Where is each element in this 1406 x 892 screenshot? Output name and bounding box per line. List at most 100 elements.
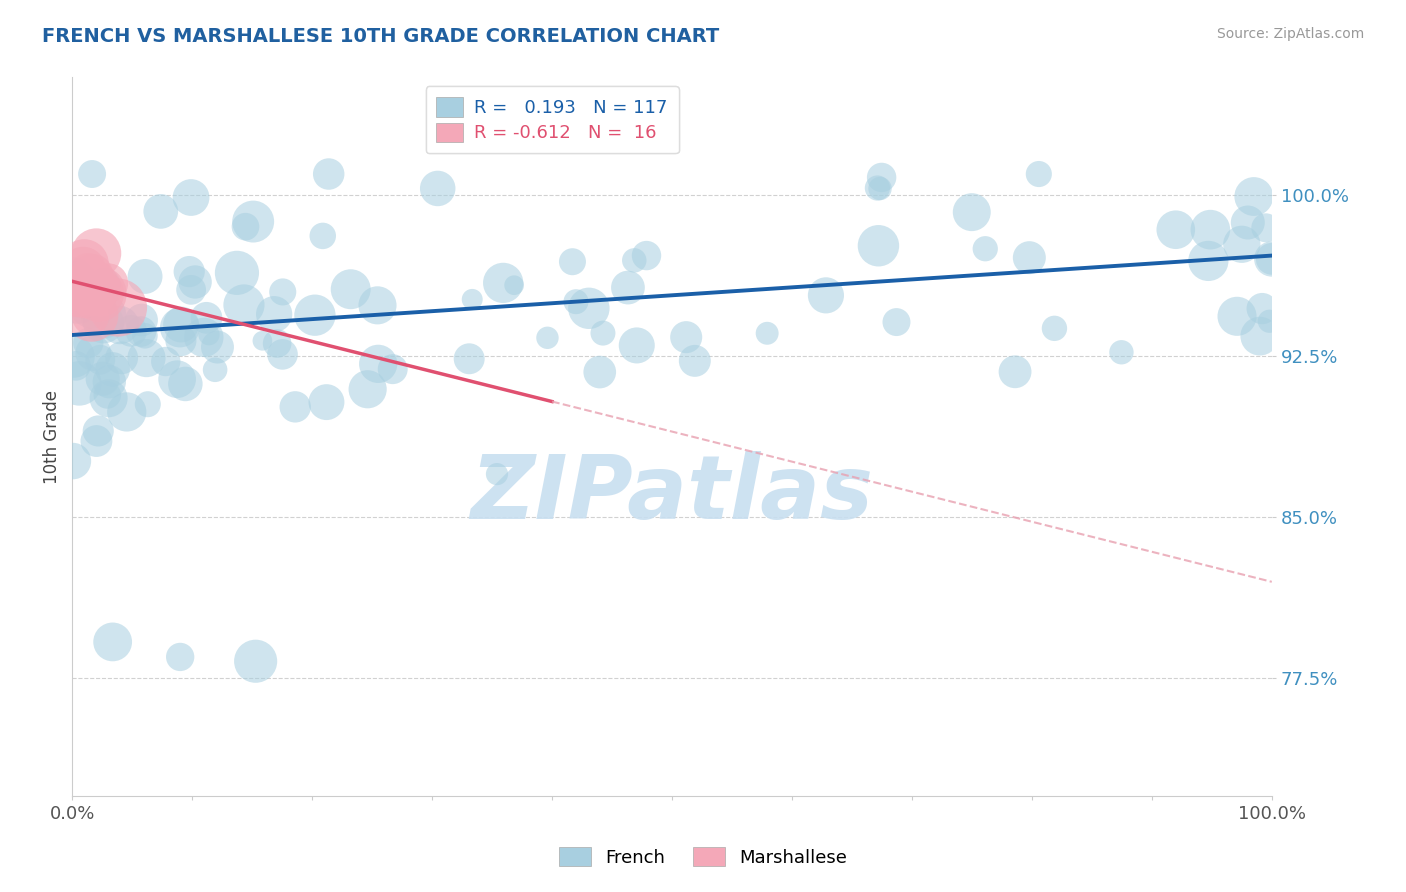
Point <box>271 347 294 361</box>
Point <box>180 190 202 204</box>
Point <box>89 286 111 301</box>
Point <box>381 362 404 376</box>
Point <box>82 346 104 360</box>
Point <box>367 357 389 371</box>
Point <box>1028 167 1050 181</box>
Point <box>96 388 118 402</box>
Point <box>485 467 508 481</box>
Point <box>242 214 264 228</box>
Point <box>233 298 256 312</box>
Point <box>207 340 229 354</box>
Point <box>72 262 94 277</box>
Point <box>87 286 110 301</box>
Point <box>204 363 226 377</box>
Point <box>266 336 288 351</box>
Point <box>869 181 891 195</box>
Point <box>1043 321 1066 335</box>
Point <box>592 326 614 340</box>
Point <box>65 284 87 298</box>
Point <box>93 316 115 330</box>
Point <box>561 254 583 268</box>
Point <box>66 294 89 309</box>
Point <box>101 362 124 376</box>
Point <box>79 310 101 324</box>
Point <box>492 276 515 290</box>
Point <box>184 275 207 289</box>
Point <box>169 649 191 664</box>
Point <box>1261 252 1284 266</box>
Point <box>93 277 115 292</box>
Point <box>65 285 87 300</box>
Point <box>83 294 105 309</box>
Point <box>80 284 103 298</box>
Point <box>111 351 134 365</box>
Point <box>536 331 558 345</box>
Point <box>76 263 98 277</box>
Point <box>134 269 156 284</box>
Point <box>1254 220 1277 235</box>
Point <box>886 315 908 329</box>
Point <box>115 405 138 419</box>
Point <box>235 219 257 234</box>
Point <box>136 397 159 411</box>
Point <box>458 351 481 366</box>
Point <box>226 266 249 280</box>
Point <box>868 239 890 253</box>
Point <box>131 313 153 327</box>
Point <box>589 365 612 379</box>
Point <box>1249 329 1271 343</box>
Point <box>65 274 87 288</box>
Point <box>866 181 889 195</box>
Point <box>675 330 697 344</box>
Point <box>263 307 285 321</box>
Point <box>72 286 94 301</box>
Point <box>252 334 274 348</box>
Point <box>565 294 588 309</box>
Point <box>120 324 142 338</box>
Point <box>1164 223 1187 237</box>
Text: Source: ZipAtlas.com: Source: ZipAtlas.com <box>1216 27 1364 41</box>
Point <box>107 301 129 315</box>
Point <box>1197 253 1219 268</box>
Point <box>80 308 103 322</box>
Point <box>89 352 111 367</box>
Point <box>135 351 157 365</box>
Point <box>626 338 648 352</box>
Point <box>129 325 152 339</box>
Point <box>174 376 197 391</box>
Point <box>155 354 177 368</box>
Point <box>623 253 645 268</box>
Point <box>62 454 84 468</box>
Point <box>312 228 335 243</box>
Point <box>180 283 202 297</box>
Point <box>1230 237 1253 252</box>
Point <box>1199 222 1222 236</box>
Point <box>101 635 124 649</box>
Point <box>617 280 640 294</box>
Point <box>339 282 361 296</box>
Legend: French, Marshallese: French, Marshallese <box>551 840 855 874</box>
Point <box>91 309 114 323</box>
Point <box>1251 301 1274 316</box>
Point <box>73 257 96 271</box>
Point <box>170 334 193 348</box>
Point <box>80 280 103 294</box>
Point <box>65 359 87 373</box>
Point <box>1243 189 1265 203</box>
Point <box>67 376 90 391</box>
Point <box>814 288 837 302</box>
Point <box>1018 251 1040 265</box>
Point <box>77 336 100 351</box>
Point <box>245 654 267 668</box>
Point <box>62 350 84 364</box>
Point <box>170 318 193 332</box>
Point <box>1261 252 1284 266</box>
Point <box>304 308 326 322</box>
Point <box>315 395 337 409</box>
Text: ZIPatlas: ZIPatlas <box>471 451 873 538</box>
Point <box>97 276 120 290</box>
Point <box>356 382 378 396</box>
Point <box>149 204 172 219</box>
Point <box>578 301 600 316</box>
Point <box>1258 314 1281 328</box>
